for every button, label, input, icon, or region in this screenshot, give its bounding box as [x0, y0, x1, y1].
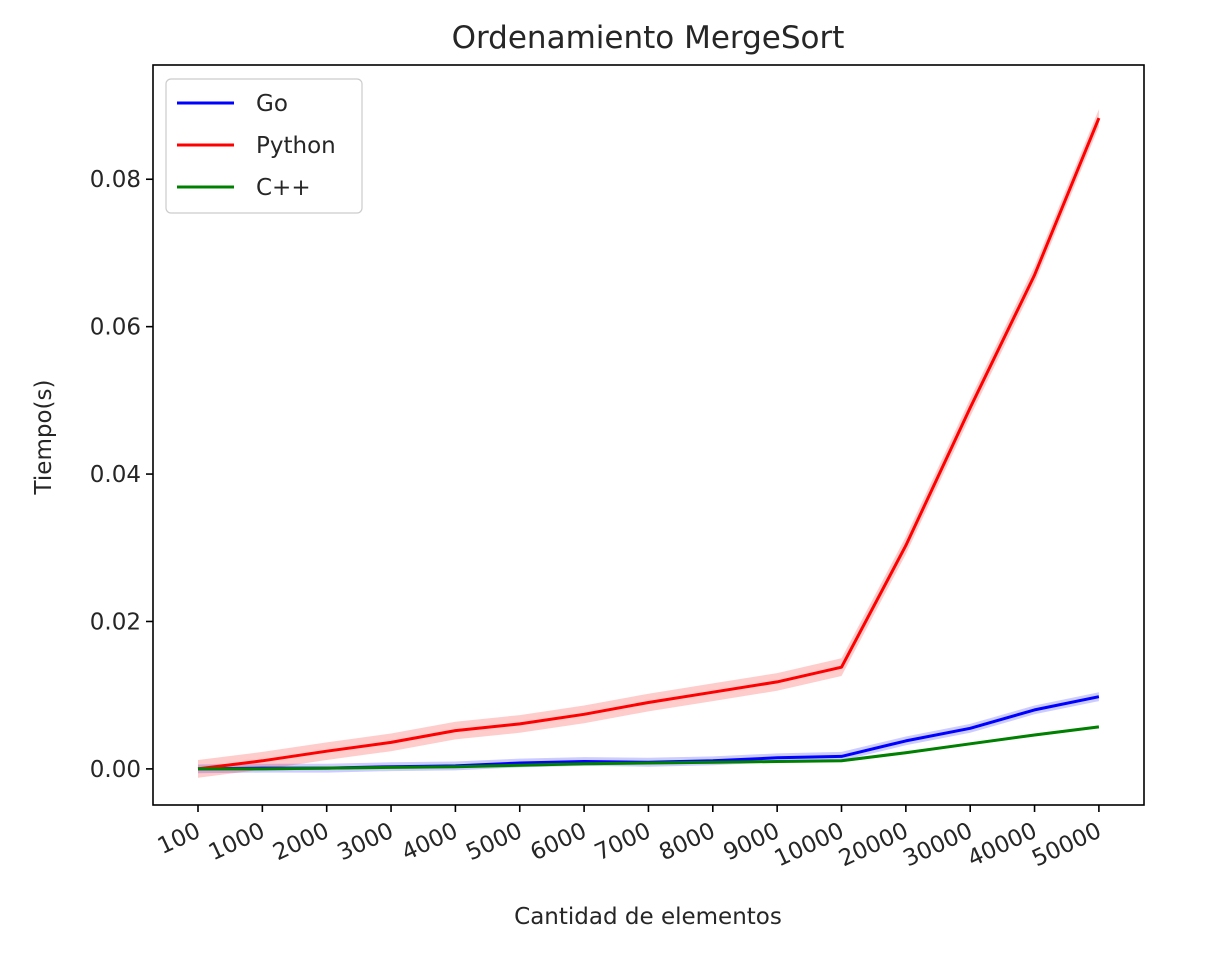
legend-box — [165, 78, 363, 214]
series-line-python — [197, 117, 1101, 771]
legend-label-python: Python — [256, 133, 336, 159]
y-tick-label: 0.08 — [90, 167, 141, 193]
y-tick-label: 0.00 — [90, 757, 141, 783]
chart-title: Ordenamiento MergeSort — [452, 20, 845, 56]
legend-label-go: Go — [256, 91, 288, 117]
y-axis-label: Tiempo(s) — [31, 380, 57, 496]
series-line-c — [198, 725, 1100, 771]
y-axis-ticks: 0.00 0.02 0.04 0.06 0.08 — [90, 167, 153, 783]
x-axis-label: Cantidad de elementos — [514, 904, 782, 930]
y-tick-label: 0.06 — [90, 315, 141, 341]
y-tick-label: 0.02 — [90, 609, 141, 635]
y-tick-label: 0.04 — [90, 462, 141, 488]
legend: Go Python C++ — [165, 78, 363, 214]
legend-label-c: C++ — [256, 175, 311, 201]
series-lines — [197, 117, 1101, 771]
confidence-bands — [198, 109, 1099, 778]
band-python — [198, 109, 1099, 778]
band-go — [198, 692, 1099, 774]
